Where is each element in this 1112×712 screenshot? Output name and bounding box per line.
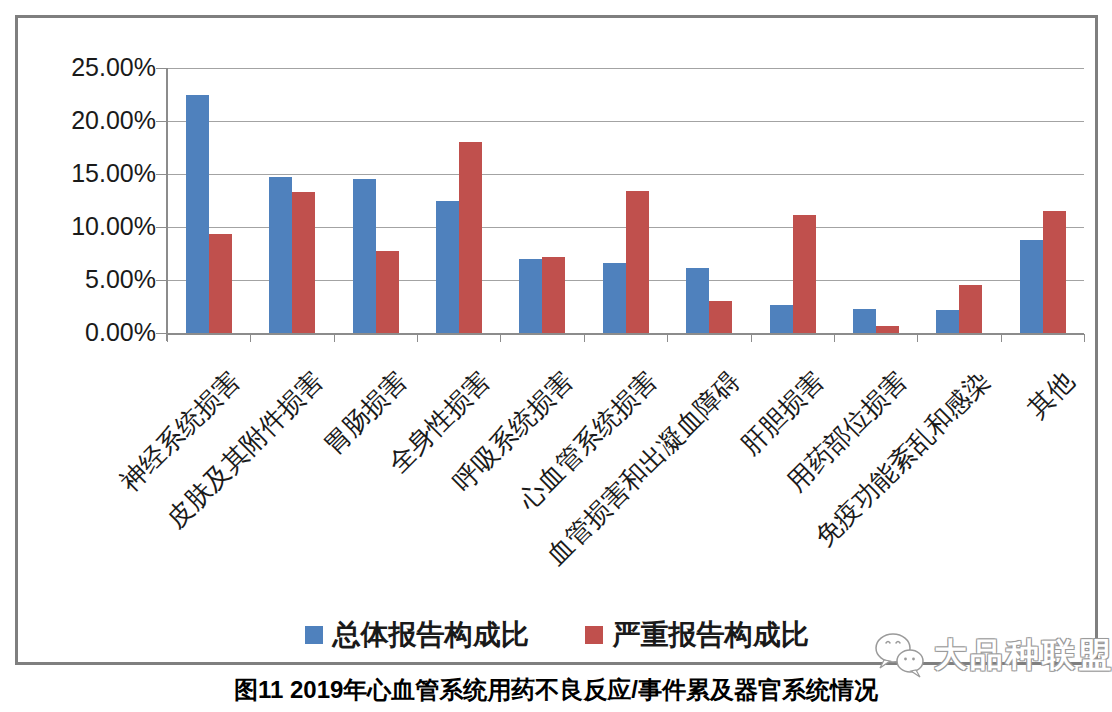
y-axis-label: 15.00% — [46, 159, 156, 188]
bar-serious — [1043, 211, 1066, 333]
bar-serious — [376, 251, 399, 333]
bar-serious — [209, 234, 232, 333]
bar-serious — [626, 191, 649, 333]
bar-total — [1020, 240, 1043, 333]
bar-total — [603, 263, 626, 333]
y-axis-tick — [156, 333, 166, 334]
y-axis-label: 25.00% — [46, 53, 156, 82]
x-axis-tick — [917, 334, 918, 342]
legend-item: 总体报告构成比 — [305, 616, 529, 654]
bar-serious — [793, 215, 816, 333]
bar-serious — [292, 192, 315, 333]
x-axis-tick — [584, 334, 585, 342]
bar-total — [853, 309, 876, 333]
chart-frame: 25.00%20.00%15.00%10.00%5.00%0.00%神经系统损害… — [15, 15, 1098, 665]
legend-label: 总体报告构成比 — [333, 616, 529, 654]
x-axis-tick — [751, 334, 752, 342]
y-axis-label: 10.00% — [46, 212, 156, 241]
x-axis-tick — [250, 334, 251, 342]
plot-area: 25.00%20.00%15.00%10.00%5.00%0.00%神经系统损害… — [167, 68, 1084, 334]
bar-total — [186, 95, 209, 334]
x-axis-tick — [834, 334, 835, 342]
y-axis-line — [166, 68, 168, 341]
watermark: 大品种联盟 — [872, 630, 1112, 680]
x-category-label: 其他 — [1020, 364, 1082, 426]
legend-swatch-icon — [585, 626, 603, 644]
y-axis-label: 20.00% — [46, 106, 156, 135]
bar-total — [936, 310, 959, 333]
bar-serious — [709, 301, 732, 333]
bar-total — [686, 268, 709, 333]
y-axis-tick — [156, 174, 166, 175]
y-axis-label: 0.00% — [46, 318, 156, 347]
legend-label: 严重报告构成比 — [613, 616, 809, 654]
x-axis-tick — [1084, 334, 1085, 342]
bar-total — [436, 201, 459, 334]
y-axis-label: 5.00% — [46, 265, 156, 294]
x-axis-tick — [667, 334, 668, 342]
bar-serious — [959, 285, 982, 333]
x-axis-line — [166, 333, 1084, 335]
bar-serious — [876, 326, 899, 333]
y-axis-tick — [156, 227, 166, 228]
y-axis-tick — [156, 280, 166, 281]
x-axis-tick — [167, 334, 168, 342]
x-axis-tick — [500, 334, 501, 342]
bar-total — [353, 179, 376, 333]
bar-total — [519, 259, 542, 333]
watermark-text: 大品种联盟 — [934, 633, 1112, 678]
legend-swatch-icon — [305, 626, 323, 644]
bar-serious — [542, 257, 565, 333]
gridline — [167, 68, 1084, 69]
wechat-icon — [872, 630, 930, 680]
legend-item: 严重报告构成比 — [585, 616, 809, 654]
bar-total — [269, 177, 292, 333]
gridline — [167, 121, 1084, 122]
y-axis-tick — [156, 68, 166, 69]
x-axis-tick — [334, 334, 335, 342]
bar-serious — [459, 142, 482, 333]
x-axis-tick — [1001, 334, 1002, 342]
bar-total — [770, 305, 793, 333]
y-axis-tick — [156, 121, 166, 122]
gridline — [167, 174, 1084, 175]
figure-page: 25.00%20.00%15.00%10.00%5.00%0.00%神经系统损害… — [0, 0, 1112, 712]
x-axis-tick — [417, 334, 418, 342]
